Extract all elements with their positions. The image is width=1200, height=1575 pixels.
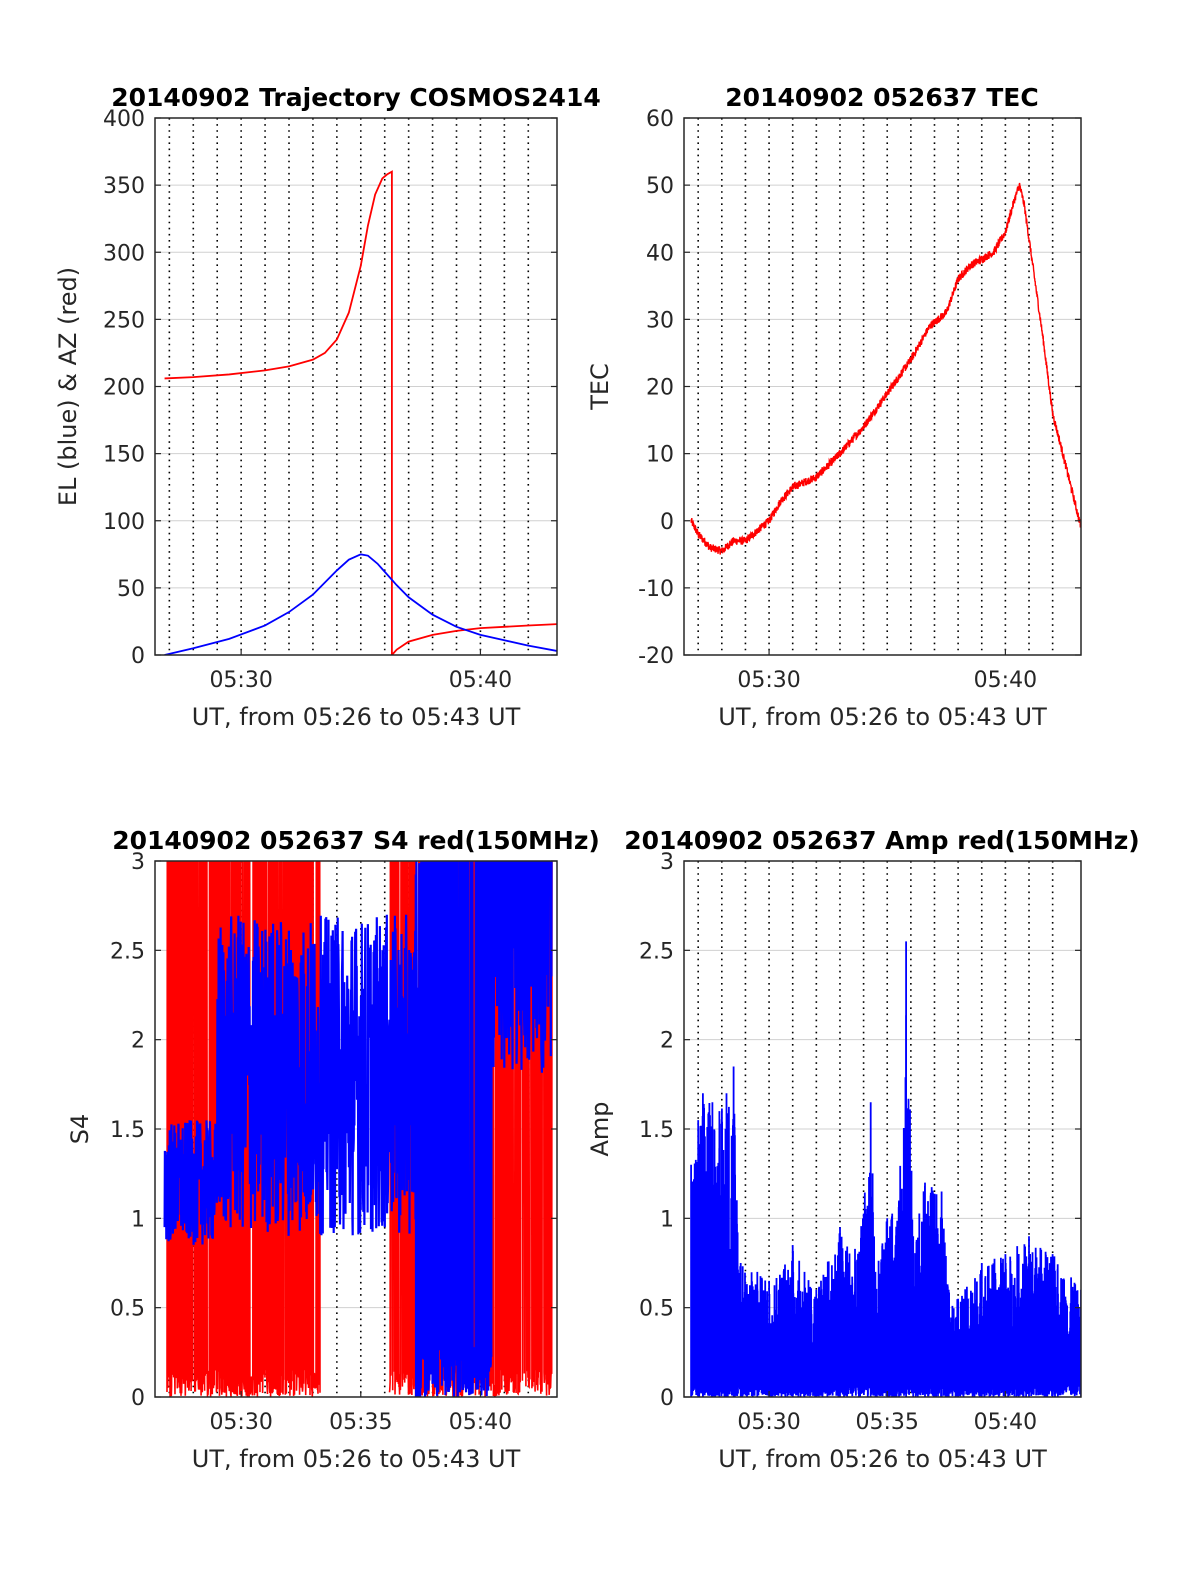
- amp-ytick-label: 1.5: [639, 1118, 674, 1143]
- tec-title: 20140902 052637 TEC: [725, 83, 1038, 112]
- tec-ytick-label: -20: [638, 644, 674, 669]
- s4-data: [163, 861, 553, 1397]
- tec-ytick-label: 60: [646, 107, 674, 132]
- trajectory-ytick-label: 350: [103, 174, 145, 199]
- trajectory-ylabel: EL (blue) & AZ (red): [54, 267, 82, 506]
- tec-ytick-label: 30: [646, 308, 674, 333]
- trajectory-ytick-label: 250: [103, 308, 145, 333]
- s4-xtick-label: 05:35: [329, 1410, 392, 1435]
- trajectory-series-line: [164, 170, 557, 655]
- amp-xlabel: UT, from 05:26 to 05:43 UT: [718, 1445, 1047, 1473]
- amp-data: [690, 941, 1081, 1397]
- trajectory-title: 20140902 Trajectory COSMOS2414: [111, 83, 601, 112]
- s4-ytick-label: 1.5: [110, 1118, 145, 1143]
- tec-ytick-label: 50: [646, 174, 674, 199]
- s4-ytick-label: 2.5: [110, 939, 145, 964]
- s4-xtick-label: 05:40: [449, 1410, 512, 1435]
- trajectory-ytick-label: 200: [103, 376, 145, 401]
- amp-xtick-label: 05:30: [737, 1410, 800, 1435]
- amp-series-line: [690, 941, 1081, 1397]
- trajectory-ytick-label: 100: [103, 510, 145, 535]
- trajectory-xtick-label: 05:30: [209, 668, 272, 693]
- s4-plot: 0 0.5 1 1.5 2 2.5 3 05:30 05:35 05:40 20140902 052…: [66, 826, 600, 1473]
- amp-title: 20140902 052637 Amp red(150MHz): [624, 826, 1140, 855]
- trajectory-ytick-label: 400: [103, 107, 145, 132]
- amp-ytick-label: 3: [660, 850, 674, 875]
- s4-xlabel: UT, from 05:26 to 05:43 UT: [192, 1445, 521, 1473]
- tec-xlabel: UT, from 05:26 to 05:43 UT: [718, 703, 1047, 731]
- amp-ytick-label: 0: [660, 1386, 674, 1411]
- s4-ytick-label: 2: [131, 1029, 145, 1054]
- tec-xtick-label: 05:30: [737, 668, 800, 693]
- amp-ylabel: Amp: [586, 1101, 614, 1156]
- tec-ytick-label: 40: [646, 241, 674, 266]
- trajectory-ytick-label: 300: [103, 241, 145, 266]
- trajectory-data: [164, 170, 557, 655]
- s4-series-line: [163, 861, 553, 1397]
- s4-title: 20140902 052637 S4 red(150MHz): [112, 826, 600, 855]
- tec-ytick-label: 10: [646, 443, 674, 468]
- trajectory-ytick-label: 0: [131, 644, 145, 669]
- s4-xtick-label: 05:30: [209, 1410, 272, 1435]
- trajectory-ytick-label: 150: [103, 443, 145, 468]
- tec-series-line: [690, 182, 1081, 555]
- tec-xtick-label: 05:40: [974, 668, 1037, 693]
- s4-ytick-label: 3: [131, 850, 145, 875]
- s4-ylabel: S4: [66, 1114, 94, 1145]
- trajectory-xtick-label: 05:40: [449, 668, 512, 693]
- tec-data: [690, 182, 1081, 555]
- amp-xtick-label: 05:40: [974, 1410, 1037, 1435]
- tec-plot: -20 -10 0 10 20 30 40 50 60 05:30 05:40 20140902 05…: [586, 83, 1082, 731]
- trajectory-xlabel: UT, from 05:26 to 05:43 UT: [192, 703, 521, 731]
- s4-ytick-label: 0: [131, 1386, 145, 1411]
- amp-ytick-label: 0.5: [639, 1297, 674, 1322]
- s4-ytick-label: 0.5: [110, 1297, 145, 1322]
- trajectory-plot: 0 50 100 150 200 250 300 350 400 05:30 05:40 201409…: [54, 83, 601, 731]
- amp-plot: 0 0.5 1 1.5 2 2.5 3 05:30 05:35 05:40 20140902 052…: [586, 826, 1140, 1473]
- amp-ytick-label: 2.5: [639, 939, 674, 964]
- tec-ytick-label: 0: [660, 510, 674, 535]
- trajectory-series-line: [164, 553, 557, 655]
- tec-ytick-label: 20: [646, 376, 674, 401]
- amp-xtick-label: 05:35: [856, 1410, 919, 1435]
- trajectory-ytick-label: 50: [117, 577, 145, 602]
- amp-ytick-label: 1: [660, 1207, 674, 1232]
- tec-ylabel: TEC: [586, 363, 614, 411]
- amp-ytick-label: 2: [660, 1029, 674, 1054]
- s4-ytick-label: 1: [131, 1207, 145, 1232]
- tec-ytick-label: -10: [638, 577, 674, 602]
